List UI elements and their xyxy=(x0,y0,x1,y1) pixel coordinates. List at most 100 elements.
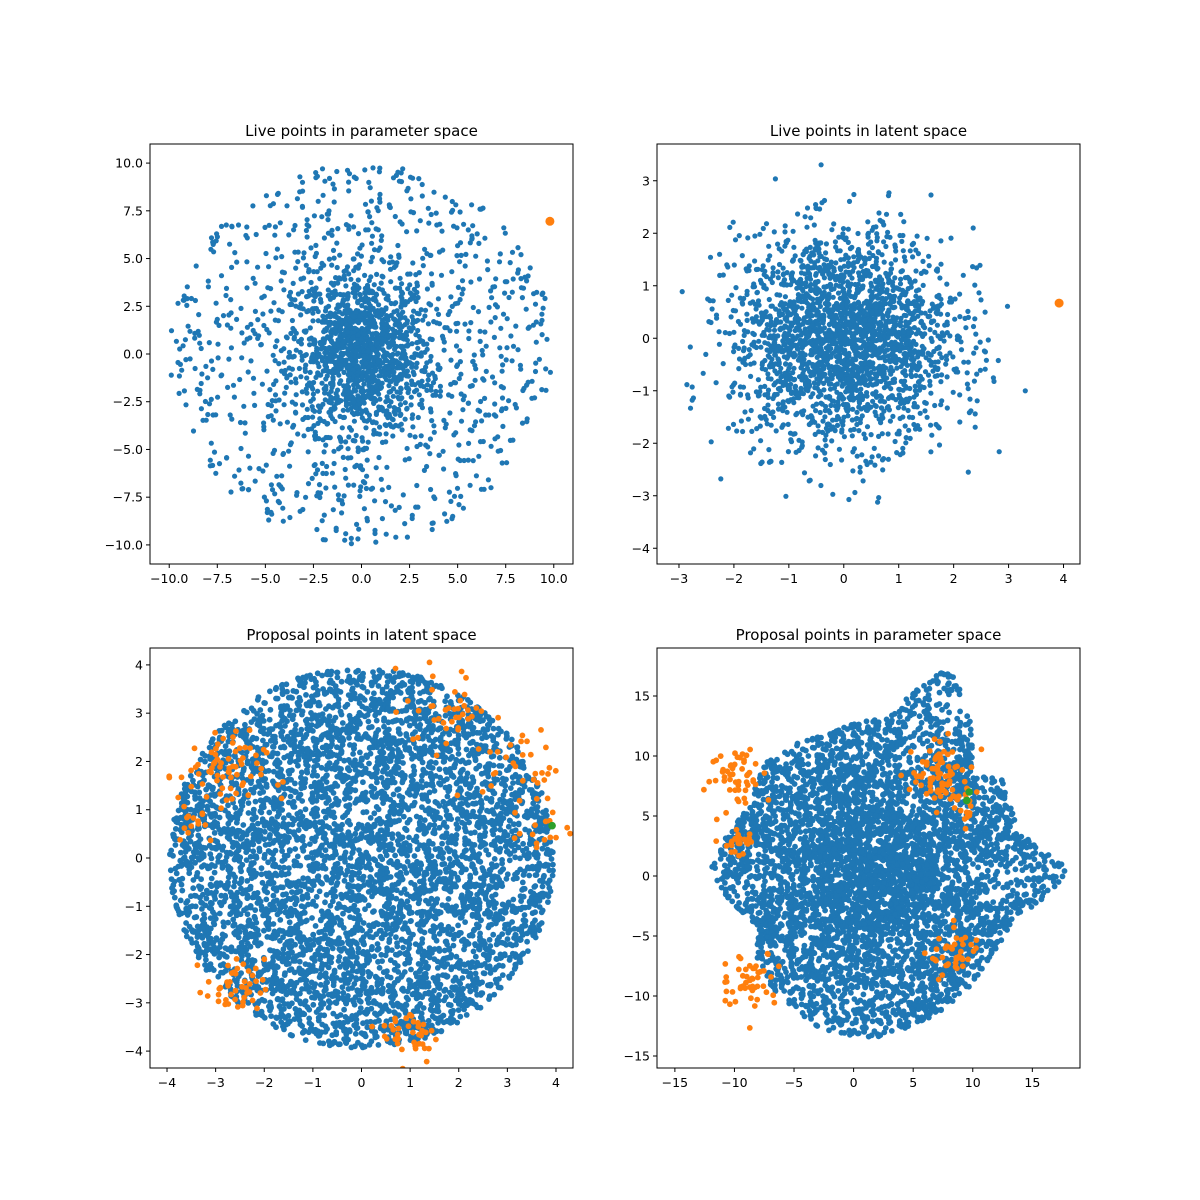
y-tick-label: 2 xyxy=(642,226,650,241)
point-live xyxy=(797,350,803,357)
point-live xyxy=(750,330,756,336)
point-live xyxy=(462,263,468,269)
point-live xyxy=(902,292,908,298)
point-live xyxy=(917,384,923,390)
point-live xyxy=(168,328,175,334)
point-live xyxy=(251,390,257,396)
point-live xyxy=(404,445,410,452)
point-live xyxy=(920,298,926,305)
point-live xyxy=(244,224,250,230)
point-live xyxy=(798,270,805,276)
point-live xyxy=(869,289,875,295)
point-live xyxy=(328,280,334,286)
point-live xyxy=(771,229,777,235)
point-live xyxy=(473,419,479,425)
point-live xyxy=(881,259,887,265)
point-live xyxy=(732,380,738,386)
point-live xyxy=(330,181,336,187)
point-live xyxy=(1004,303,1011,309)
point-live xyxy=(244,259,250,265)
point-live xyxy=(771,322,778,328)
point-live xyxy=(382,499,389,505)
point-live xyxy=(847,272,853,278)
point-live xyxy=(273,408,279,414)
point-live xyxy=(327,435,333,441)
point-live xyxy=(819,200,825,206)
point-live xyxy=(463,251,469,257)
point-live xyxy=(332,418,338,425)
point-live xyxy=(252,478,258,484)
point-live xyxy=(225,384,231,390)
point-live xyxy=(321,235,327,241)
point-live xyxy=(866,250,872,256)
point-live xyxy=(430,380,437,386)
point-live xyxy=(822,350,829,356)
point-live xyxy=(887,418,894,424)
x-tick-label: −3 xyxy=(670,571,688,586)
point-live xyxy=(547,369,554,375)
point-live xyxy=(369,220,375,226)
point-proposal xyxy=(472,869,479,876)
point-live xyxy=(242,420,248,426)
point-live xyxy=(367,185,373,191)
point-live xyxy=(954,336,961,343)
point-live xyxy=(909,340,916,347)
point-live xyxy=(529,378,535,384)
point-live xyxy=(926,253,932,259)
point-live xyxy=(787,299,793,305)
point-live xyxy=(354,363,361,369)
point-live xyxy=(206,340,212,346)
point-live xyxy=(751,343,757,349)
point-live xyxy=(351,256,357,262)
point-live xyxy=(409,314,415,320)
point-live xyxy=(419,397,425,403)
point-live xyxy=(446,489,452,495)
point-live xyxy=(503,357,509,363)
point-live xyxy=(356,369,363,375)
point-live xyxy=(384,371,390,377)
point-live xyxy=(791,244,797,250)
point-live xyxy=(844,279,851,285)
point-live xyxy=(780,382,786,388)
point-live xyxy=(938,379,944,385)
point-live xyxy=(502,290,508,296)
point-live xyxy=(184,296,190,302)
point-live xyxy=(387,204,393,210)
point-live xyxy=(337,380,343,386)
point-live xyxy=(519,420,526,426)
point-live xyxy=(376,302,382,308)
point-live xyxy=(197,391,203,397)
point-live xyxy=(755,298,762,304)
point-live xyxy=(795,211,801,217)
point-live xyxy=(730,421,737,427)
subplot-title: Live points in latent space xyxy=(770,122,967,140)
point-live xyxy=(793,412,799,418)
point-live xyxy=(913,331,919,337)
point-live xyxy=(734,428,740,434)
point-live xyxy=(836,446,843,452)
point-live xyxy=(389,259,396,265)
point-live xyxy=(250,327,256,334)
point-live xyxy=(726,330,733,337)
point-live xyxy=(457,359,463,365)
point-live xyxy=(864,348,870,354)
point-live xyxy=(305,481,312,487)
point-live xyxy=(373,539,379,545)
point-live xyxy=(878,416,884,423)
point-live xyxy=(854,287,861,293)
point-live xyxy=(345,364,352,370)
point-live xyxy=(868,432,874,438)
point-live xyxy=(873,304,879,310)
point-live xyxy=(746,347,752,353)
point-live xyxy=(758,384,764,390)
point-live xyxy=(342,537,348,543)
point-live xyxy=(331,448,337,454)
point-live xyxy=(457,296,463,303)
point-live xyxy=(379,380,385,386)
point-live xyxy=(346,384,352,390)
point-proposal xyxy=(255,820,261,827)
point-live xyxy=(884,234,890,240)
point-live xyxy=(897,415,903,422)
point-live xyxy=(827,386,834,392)
point-live xyxy=(751,446,757,452)
